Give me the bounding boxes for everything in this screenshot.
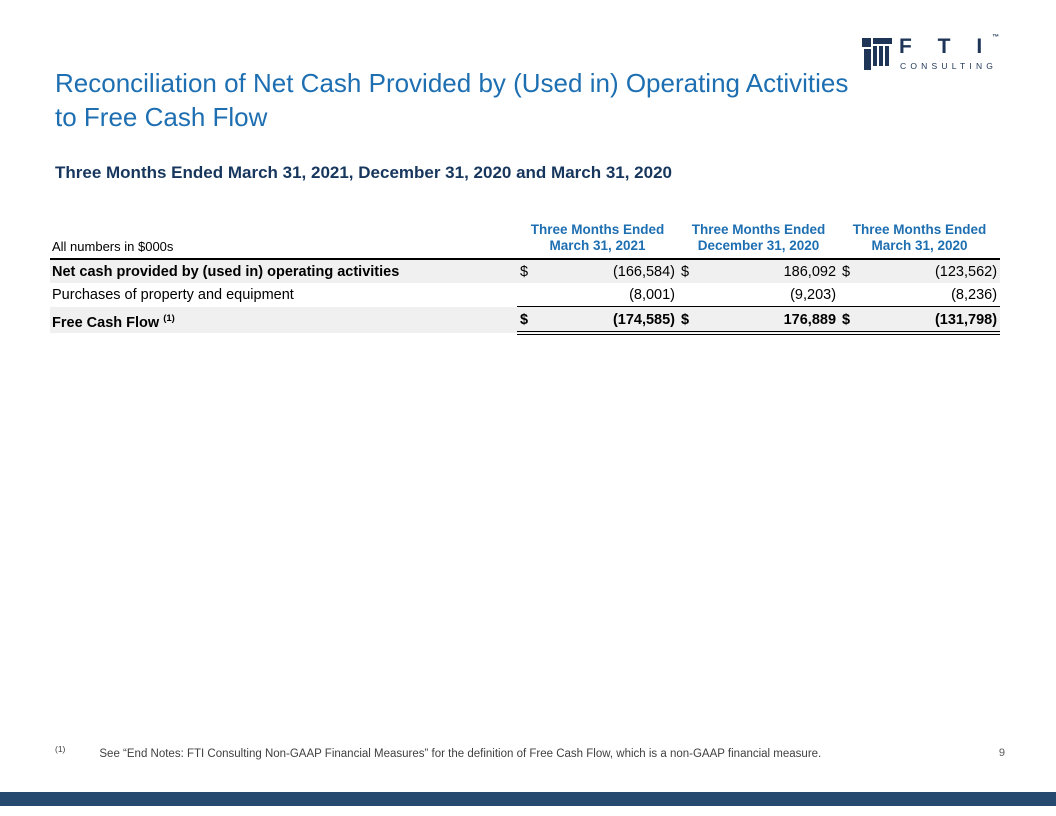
table-row-purchases: Purchases of property and equipment (8,0… bbox=[50, 283, 1001, 307]
logo-text: F T I™ CONSULTING bbox=[899, 34, 1000, 71]
column-header-line1: Three Months Ended bbox=[691, 222, 826, 237]
column-header-line2: March 31, 2021 bbox=[549, 238, 646, 253]
column-header-line2: December 31, 2020 bbox=[697, 238, 820, 253]
footnote: (1) See “End Notes: FTI Consulting Non-GA… bbox=[55, 744, 955, 760]
footnote-reference: (1) bbox=[163, 312, 175, 324]
column-header-line2: March 31, 2020 bbox=[871, 238, 968, 253]
currency-symbol: $ bbox=[517, 258, 541, 283]
logo-fti-text: F T I bbox=[899, 35, 993, 58]
value-q1-2021: (166,584) bbox=[541, 258, 679, 283]
column-header-line1: Three Months Ended bbox=[530, 222, 665, 237]
footnote-text: See “End Notes: FTI Consulting Non-GAAP … bbox=[99, 747, 822, 760]
fti-consulting-logo: F T I™ CONSULTING bbox=[862, 34, 1000, 71]
value-q1-2021: (8,001) bbox=[541, 283, 679, 307]
value-q1-2020: (131,798) bbox=[863, 306, 1001, 336]
row-label: Purchases of property and equipment bbox=[52, 287, 294, 304]
slide-title: Reconciliation of Net Cash Provided by (… bbox=[55, 66, 965, 134]
currency-symbol: $ bbox=[678, 306, 703, 336]
reconciliation-table: All numbers in $000s Three Months Ended … bbox=[50, 222, 1001, 336]
value-q4-2020: (9,203) bbox=[702, 283, 840, 307]
table-row-free-cash-flow: Free Cash Flow (1) $ (174,585) $ 176,889… bbox=[50, 306, 1001, 336]
row-label: Free Cash Flow (1) bbox=[50, 306, 517, 334]
column-header-q1-2021: Three Months Ended March 31, 2021 bbox=[517, 222, 678, 259]
row-label: Net cash provided by (used in) operating… bbox=[50, 258, 517, 283]
table-units-note: All numbers in $000s bbox=[52, 239, 174, 254]
currency-symbol bbox=[678, 283, 703, 307]
value-q1-2020: (8,236) bbox=[863, 283, 1001, 307]
slide-title-line-1: Reconciliation of Net Cash Provided by (… bbox=[55, 68, 849, 98]
slide-title-line-2: to Free Cash Flow bbox=[55, 102, 268, 132]
free-cash-flow-label: Free Cash Flow bbox=[52, 314, 160, 331]
table-header-row: All numbers in $000s Three Months Ended … bbox=[50, 222, 1000, 259]
currency-symbol: $ bbox=[839, 306, 864, 336]
slide-subtitle: Three Months Ended March 31, 2021, Decem… bbox=[55, 163, 672, 182]
column-header-q1-2020: Three Months Ended March 31, 2020 bbox=[839, 222, 1000, 259]
trademark-symbol: ™ bbox=[992, 34, 1000, 41]
value-q1-2020: (123,562) bbox=[863, 258, 1001, 283]
value-q4-2020: 176,889 bbox=[702, 306, 840, 336]
column-icon bbox=[862, 38, 892, 70]
currency-symbol bbox=[839, 283, 864, 307]
logo-consulting-text: CONSULTING bbox=[900, 61, 998, 71]
value-q4-2020: 186,092 bbox=[702, 258, 840, 283]
currency-symbol: $ bbox=[517, 306, 541, 336]
footnote-marker: (1) bbox=[55, 744, 66, 754]
table-row-net-cash: Net cash provided by (used in) operating… bbox=[50, 258, 1001, 283]
column-header-q4-2020: Three Months Ended December 31, 2020 bbox=[678, 222, 839, 259]
currency-symbol: $ bbox=[678, 258, 703, 283]
logo-letters: F T I™ bbox=[899, 34, 1000, 58]
currency-symbol: $ bbox=[839, 258, 864, 283]
bottom-accent-bar bbox=[0, 792, 1056, 806]
value-q1-2021: (174,585) bbox=[541, 306, 679, 336]
page-number: 9 bbox=[998, 747, 1005, 759]
currency-symbol bbox=[517, 283, 541, 307]
column-header-line1: Three Months Ended bbox=[852, 222, 987, 237]
